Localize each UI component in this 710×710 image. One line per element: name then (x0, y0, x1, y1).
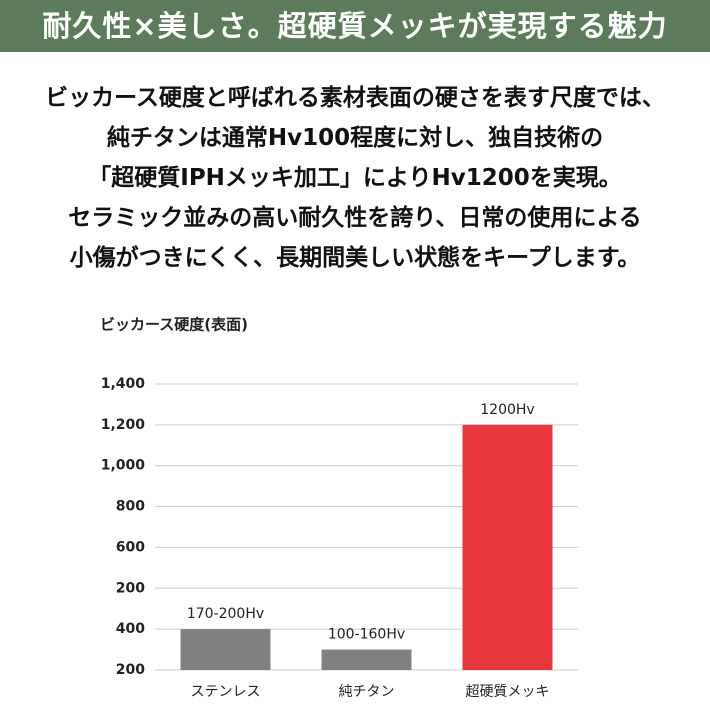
y-tick-label: 200 (116, 662, 145, 678)
text-line: 小傷がつきにくく、長期間美しい状態をキープします。 (69, 245, 641, 271)
y-tick-label: 1,200 (101, 417, 146, 433)
y-tick-label: 1,000 (101, 458, 146, 474)
y-tick-label: 400 (116, 621, 145, 637)
header-title: 耐久性×美しさ。超硬質メッキが実現する魅力 (0, 0, 710, 52)
value-label: 100-160Hv (328, 627, 405, 643)
y-tick-label: 800 (116, 499, 145, 515)
chart-title: ビッカース硬度(表面) (100, 316, 248, 334)
text-line: 純チタンは通常Hv100程度に対し、独自技術の (106, 125, 604, 151)
description: ビッカース硬度と呼ばれる素材表面の硬さを表す尺度では、 純チタンは通常Hv100程… (0, 78, 710, 278)
bar (462, 424, 553, 670)
text-line: セラミック並みの高い耐久性を誇り、日常の使用による (68, 205, 642, 231)
x-tick-label: 超硬質メッキ (466, 684, 550, 700)
x-tick-label: ステンレス (191, 684, 261, 700)
bar (180, 629, 271, 670)
y-tick-label: 600 (116, 539, 145, 555)
y-tick-label: 1,400 (101, 376, 146, 392)
text-line: 「超硬質IPHメッキ加工」によりHv1200を実現。 (88, 165, 622, 191)
text-line: ビッカース硬度と呼ばれる素材表面の硬さを表す尺度では、 (45, 85, 665, 111)
x-tick-label: 純チタン (339, 684, 395, 700)
y-tick-label: 200 (116, 580, 145, 596)
value-label: 170-200Hv (187, 606, 264, 622)
bar (321, 649, 412, 670)
value-label: 1200Hv (480, 402, 534, 418)
